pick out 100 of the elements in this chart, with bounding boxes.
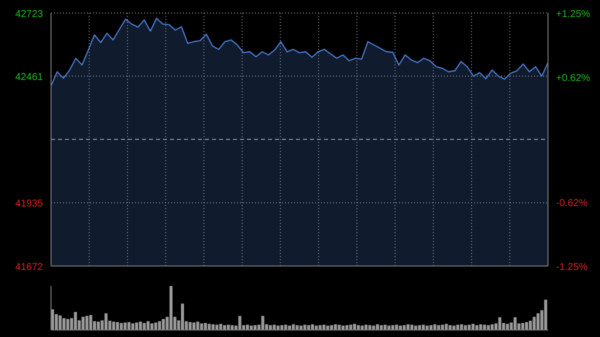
bar: [426, 326, 429, 330]
bar: [356, 325, 360, 330]
bar: [268, 325, 272, 330]
bar: [142, 322, 146, 330]
bar: [380, 325, 383, 330]
bar: [238, 316, 242, 330]
bar: [162, 319, 165, 330]
bar: [192, 322, 196, 330]
bar: [223, 325, 226, 330]
bar: [338, 324, 341, 330]
bar: [288, 326, 292, 330]
bar: [440, 324, 444, 330]
y-tick-label: 41935: [15, 198, 44, 210]
bar: [230, 325, 234, 330]
bar: [120, 322, 123, 330]
bar: [307, 325, 310, 330]
bar: [422, 324, 425, 330]
bar: [170, 286, 173, 330]
bar: [330, 325, 334, 330]
bar: [150, 323, 154, 330]
bar: [486, 325, 490, 330]
bar: [188, 322, 192, 330]
bar: [498, 317, 502, 330]
bar: [448, 325, 452, 330]
bar: [525, 322, 528, 330]
bar: [521, 322, 524, 330]
bar: [514, 317, 517, 330]
bar: [429, 325, 432, 330]
bar: [215, 324, 218, 330]
bar: [456, 324, 460, 330]
bar: [475, 325, 478, 330]
bar: [468, 324, 471, 330]
bar: [74, 312, 77, 330]
y-tick-label: 42723: [15, 9, 44, 20]
bar: [226, 324, 230, 330]
bar: [414, 326, 418, 330]
bar: [349, 324, 352, 330]
bar: [418, 325, 422, 330]
bar: [204, 322, 207, 330]
bar: [536, 313, 540, 330]
y-tick-label: 41672: [15, 262, 44, 273]
bar: [82, 316, 85, 330]
bar: [135, 322, 138, 330]
bar: [124, 322, 127, 330]
bar: [402, 325, 406, 330]
bar: [154, 322, 158, 330]
bar: [246, 324, 249, 330]
bar: [104, 313, 108, 330]
bar: [322, 324, 326, 330]
bar: [112, 322, 116, 330]
bar: [372, 326, 376, 330]
bar: [342, 326, 345, 330]
bar: [395, 324, 398, 330]
bar: [303, 324, 306, 330]
bar: [483, 324, 486, 330]
bar: [196, 322, 200, 330]
bar: [398, 326, 402, 330]
bar: [250, 326, 253, 330]
bar: [384, 324, 387, 330]
bar: [62, 318, 66, 330]
bar: [146, 321, 150, 330]
bar: [364, 324, 368, 330]
bar: [254, 325, 257, 330]
bar: [360, 326, 364, 330]
y2-tick-label: -0.62%: [556, 198, 588, 210]
bar: [532, 316, 536, 330]
bar: [318, 325, 322, 330]
bar: [300, 326, 302, 330]
y2-tick-label: +1.25%: [556, 9, 590, 20]
bar: [138, 322, 142, 330]
bar: [131, 323, 134, 330]
bar: [261, 316, 264, 330]
bar: [58, 315, 62, 330]
bar: [391, 325, 394, 330]
bar: [127, 322, 130, 330]
y2-tick-label: -1.25%: [556, 262, 588, 273]
bar: [276, 326, 280, 330]
bar: [544, 300, 548, 330]
bar: [158, 321, 162, 330]
bar: [464, 325, 467, 330]
bar: [284, 324, 288, 330]
bar: [387, 326, 390, 330]
bar: [280, 325, 284, 330]
bar: [452, 326, 456, 330]
bar: [326, 326, 330, 330]
bar: [96, 322, 100, 330]
bar: [200, 323, 204, 330]
bar: [180, 304, 184, 330]
bar: [272, 324, 276, 330]
bar: [85, 316, 88, 330]
y2-tick-label: +0.62%: [556, 72, 590, 84]
bar: [296, 325, 299, 330]
bar: [410, 324, 414, 330]
bar: [314, 326, 318, 330]
bar: [368, 325, 372, 330]
bar: [89, 315, 92, 330]
bar: [345, 325, 348, 330]
y-tick-label: 42461: [15, 72, 44, 84]
bar: [66, 319, 70, 330]
bar: [437, 325, 440, 330]
